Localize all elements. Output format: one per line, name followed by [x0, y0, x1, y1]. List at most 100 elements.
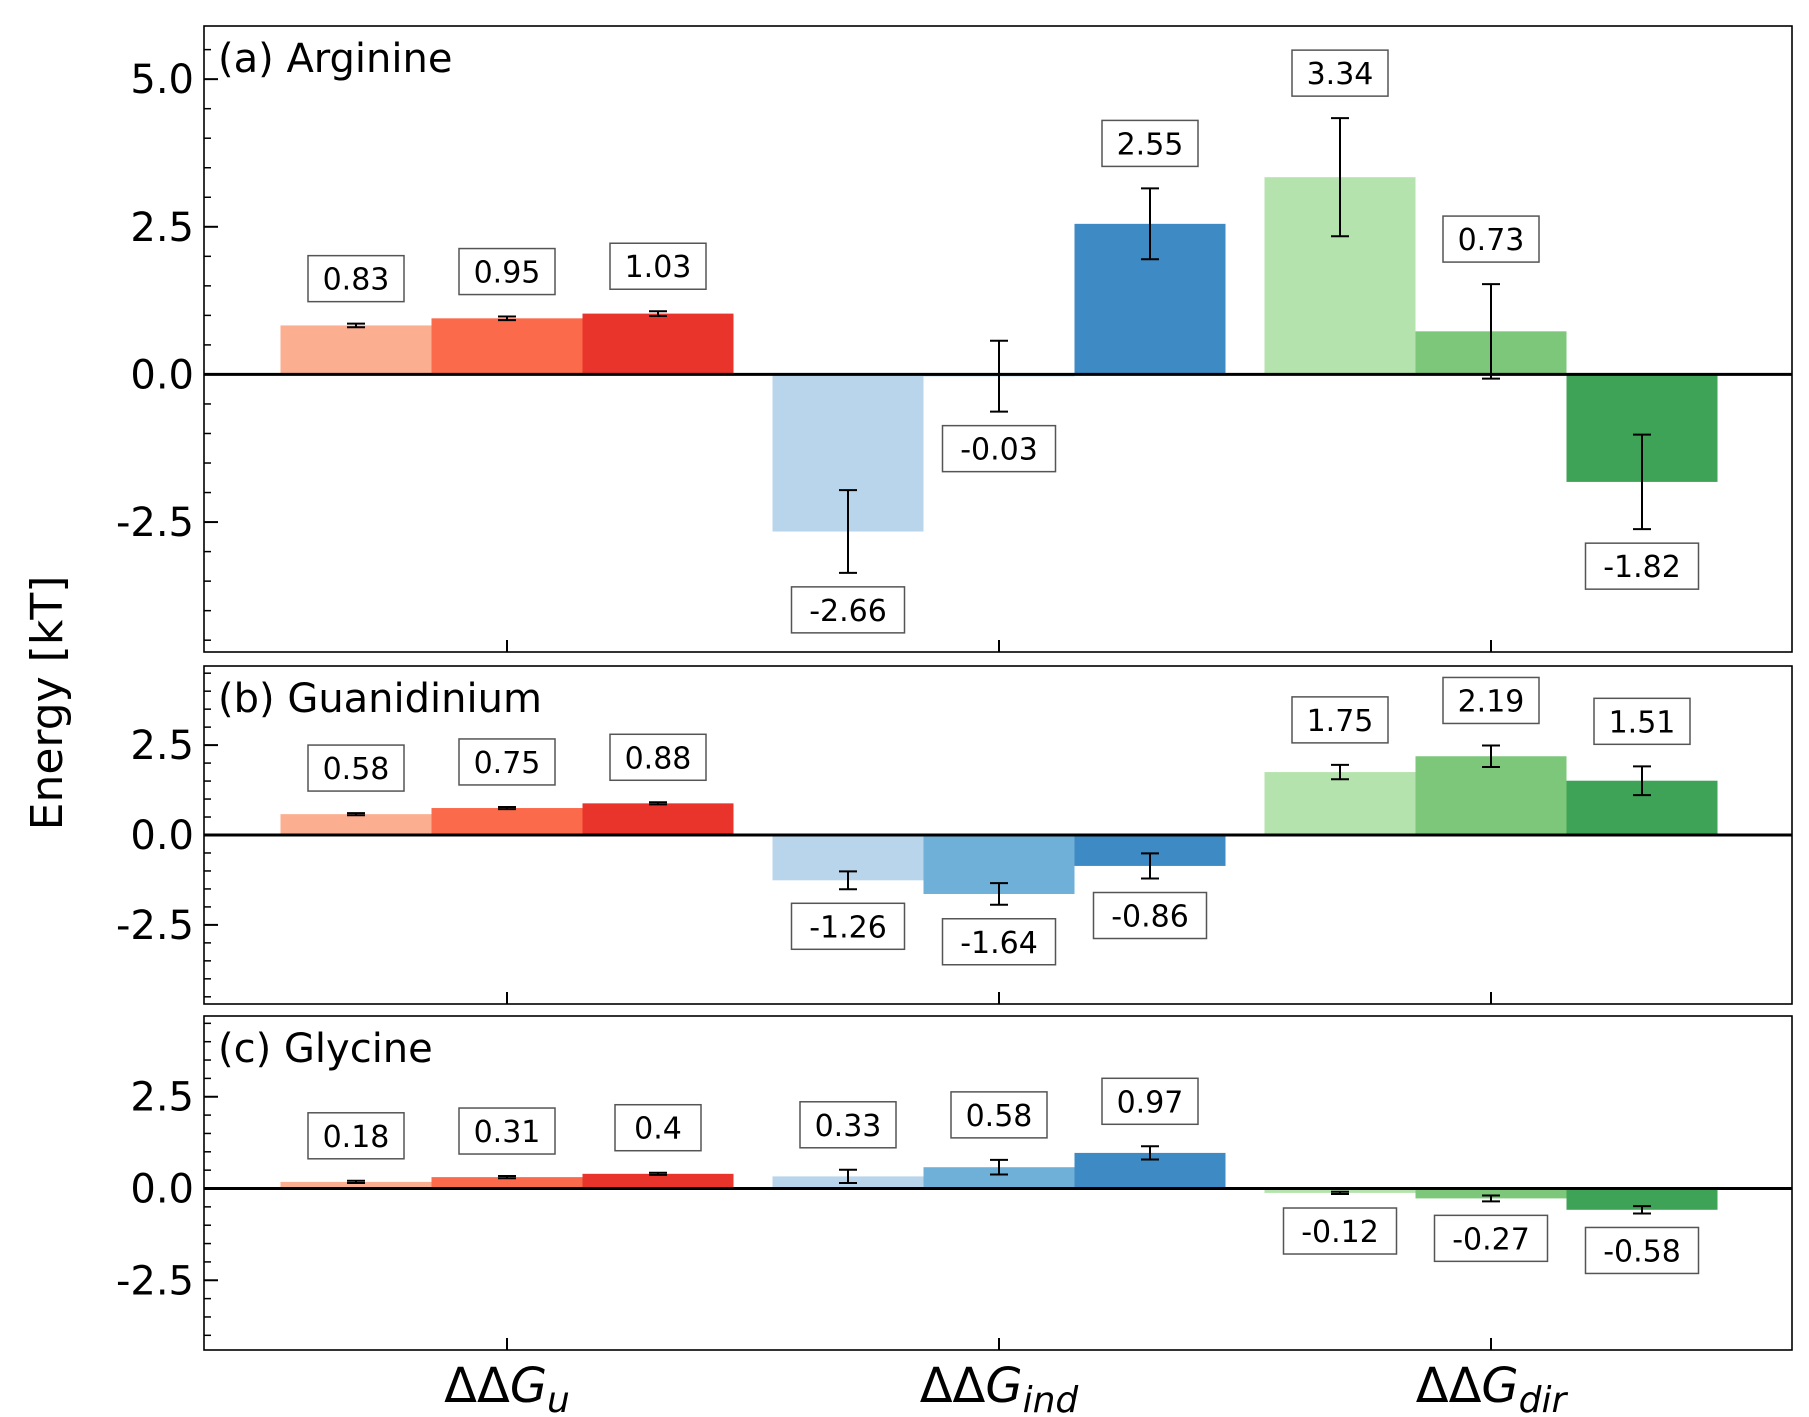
value-label: 0.33: [815, 1109, 882, 1144]
value-label-box: [1442, 676, 1540, 725]
panel-2: 2.5 0.0 -2.5 0.58 0.75 0.88 -1.26 -1.64 -0.86 1.7…: [116, 665, 1793, 1005]
value-label-box: [799, 1101, 897, 1149]
value-label: 0.4: [634, 1112, 682, 1147]
panels-group: 5.0 2.5 0.0 -2.5 0.83 0.95 1.03 -2.66 -0.03 2.55 3…: [116, 25, 1793, 1351]
value-label-box: [1092, 891, 1208, 940]
bar: [1566, 1188, 1718, 1210]
panel-3: 2.5 0.0 -2.5 0.18 0.31 0.4 0.33 0.58 0.97 -0.12 -0…: [116, 1015, 1793, 1351]
bar: [431, 1177, 583, 1189]
value-label: 1.75: [1307, 704, 1374, 739]
value-label: 0.18: [323, 1120, 390, 1155]
y-tick-label: -2.5: [116, 500, 194, 546]
value-label-box: [941, 918, 1057, 966]
y-tick-label: 0.0: [130, 352, 194, 398]
value-label-box: [458, 247, 556, 296]
value-label-box: [307, 254, 405, 303]
value-label: 0.97: [1117, 1085, 1184, 1120]
category-subscript: u: [547, 1380, 570, 1417]
value-label: 2.19: [1458, 684, 1525, 719]
bar: [582, 1173, 734, 1189]
bar: [280, 814, 432, 835]
value-label: 1.03: [625, 250, 692, 285]
bar: [1264, 772, 1416, 835]
category-delta: ΔΔ: [1416, 1358, 1482, 1414]
bar: [582, 803, 734, 835]
value-label: -0.12: [1301, 1215, 1379, 1250]
value-label-box: [1433, 1214, 1549, 1263]
y-tick-label: 2.5: [130, 205, 194, 251]
value-label: 0.95: [474, 256, 541, 291]
y-tick-label: -2.5: [116, 903, 194, 949]
value-label-box: [307, 1112, 405, 1160]
bar: [1415, 1188, 1567, 1199]
category-delta: ΔΔ: [444, 1358, 510, 1414]
value-label: 0.75: [474, 746, 541, 781]
value-label: -1.64: [960, 926, 1038, 961]
bar: [1264, 1188, 1416, 1193]
category-labels: ΔΔGu ΔΔGind ΔΔGdir: [444, 1358, 1568, 1417]
bar: [923, 1167, 1075, 1189]
value-label-box: [1291, 696, 1389, 744]
value-label: 0.83: [323, 263, 390, 298]
category-delta: ΔΔ: [920, 1358, 986, 1414]
y-tick-label: -2.5: [116, 1258, 194, 1304]
value-label: -1.82: [1603, 550, 1681, 585]
bar: [280, 1181, 432, 1189]
y-tick-label: 2.5: [130, 723, 194, 769]
bar: [431, 808, 583, 835]
y-tick-label: 0.0: [130, 813, 194, 859]
category-subscript: dir: [1519, 1380, 1569, 1417]
value-label-box: [614, 1103, 702, 1152]
value-label: -0.58: [1603, 1234, 1681, 1269]
value-label: 0.58: [966, 1099, 1033, 1134]
category-symbol: G: [985, 1358, 1022, 1414]
category-symbol: G: [1481, 1358, 1518, 1414]
value-label-box: [307, 744, 405, 792]
value-label-box: [609, 242, 707, 290]
category-symbol: G: [510, 1358, 547, 1414]
value-label: -0.86: [1111, 900, 1189, 935]
value-label: 0.31: [474, 1115, 541, 1150]
value-label: 0.88: [625, 741, 692, 776]
bar: [431, 318, 583, 375]
category-label: ΔΔGind: [920, 1358, 1080, 1417]
value-label-box: [790, 902, 906, 951]
value-label-box: [1101, 119, 1199, 168]
value-label: 0.58: [323, 752, 390, 787]
bar: [1415, 756, 1567, 835]
panel-title: (c) Glycine: [218, 1026, 433, 1072]
panel-title: (b) Guanidinium: [218, 676, 542, 722]
y-axis-label: Energy [kT]: [22, 576, 73, 831]
value-label: 0.73: [1458, 223, 1525, 258]
value-label: 3.34: [1307, 57, 1374, 92]
value-label-box: [1442, 215, 1540, 263]
value-label-box: [950, 1091, 1048, 1139]
value-label-box: [1101, 1077, 1199, 1126]
value-label-box: [1584, 1226, 1700, 1275]
value-label-box: [458, 1107, 556, 1155]
value-label-box: [790, 586, 906, 634]
category-label: ΔΔGu: [444, 1358, 570, 1417]
value-label-box: [941, 424, 1057, 473]
panel-1: 5.0 2.5 0.0 -2.5 0.83 0.95 1.03 -2.66 -0.03 2.55 3…: [116, 25, 1793, 653]
value-label: -0.03: [960, 433, 1038, 468]
value-label: -1.26: [809, 910, 887, 945]
category-label: ΔΔGdir: [1416, 1358, 1569, 1417]
value-label: -2.66: [809, 594, 887, 629]
value-label: 1.51: [1609, 705, 1676, 740]
y-tick-label: 5.0: [130, 57, 194, 103]
value-label-box: [458, 738, 556, 786]
value-label-box: [1291, 49, 1389, 97]
value-label-box: [1584, 542, 1700, 590]
bar: [280, 325, 432, 375]
value-label: 2.55: [1117, 127, 1184, 162]
y-tick-label: 2.5: [130, 1075, 194, 1121]
bar: [582, 313, 734, 375]
value-label-box: [609, 733, 707, 782]
value-label-box: [1593, 697, 1691, 746]
value-label-box: [1282, 1207, 1398, 1255]
panel-title: (a) Arginine: [218, 36, 452, 82]
category-subscript: ind: [1023, 1380, 1080, 1417]
value-label: -0.27: [1452, 1222, 1530, 1257]
